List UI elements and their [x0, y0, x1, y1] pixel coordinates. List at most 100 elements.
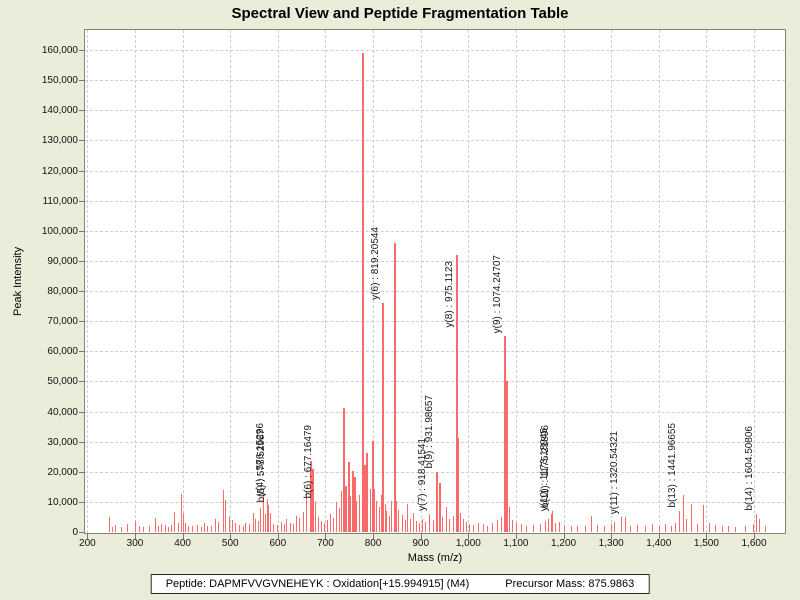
y-tick-label: 30,000 [47, 436, 78, 448]
spectrum-peak [465, 522, 467, 532]
spectrum-peak [283, 523, 285, 532]
spectrum-peak [658, 525, 660, 532]
x-axis-tick [277, 534, 279, 539]
spectrum-peak [181, 494, 183, 532]
y-axis-tick [79, 441, 84, 443]
x-axis-tick [325, 534, 327, 539]
y-gridline [85, 381, 785, 383]
y-gridline [85, 471, 785, 473]
spectrum-peak [500, 516, 502, 532]
spectrum-peak [170, 525, 172, 532]
spectrum-peak [637, 525, 639, 532]
spectrum-peak [310, 460, 313, 532]
spectrum-peak [182, 513, 184, 532]
spectrum-peak [506, 381, 509, 532]
fragment-peak [267, 504, 269, 532]
spectrum-peak [441, 516, 443, 532]
y-gridline [85, 291, 785, 292]
y-axis-tick [79, 321, 84, 323]
y-tick-label: 0 [72, 527, 78, 538]
y-tick-label: 160,000 [41, 45, 78, 56]
y-tick-label: 130,000 [41, 135, 78, 147]
y-gridline [85, 351, 785, 353]
spectrum-peak [415, 521, 417, 532]
y-axis-tick [79, 170, 84, 172]
fragment-label: y(11) : 1320.54321 [608, 430, 620, 514]
spectrum-peak [670, 525, 672, 532]
spectrum-peak [554, 522, 556, 532]
x-gridline [706, 30, 708, 533]
spectrum-peak [391, 500, 393, 532]
spectrum-peak [286, 519, 288, 532]
spectrum-peak [135, 521, 136, 532]
spectrum-peak [112, 527, 114, 532]
x-gridline [325, 30, 327, 533]
spectrum-peak [223, 489, 225, 532]
spectrum-peak [257, 521, 259, 532]
spectrum-peak [320, 521, 322, 532]
y-gridline [85, 441, 785, 443]
x-gridline [563, 30, 565, 533]
x-axis-tick [182, 534, 184, 539]
spectrum-peak [228, 516, 230, 532]
y-axis-tick [79, 260, 84, 262]
spectrum-peak [361, 53, 364, 532]
x-tick-label: 1,400 [646, 538, 672, 549]
spectrum-peak [207, 525, 209, 532]
spectrum-peak [396, 501, 398, 532]
spectrum-peak [289, 522, 291, 532]
y-gridline [85, 110, 785, 112]
spectrum-peak [348, 462, 351, 532]
x-axis-tick [135, 534, 136, 539]
spectrum-peak [231, 520, 233, 532]
spectrum-peak [354, 477, 357, 532]
spectrum-peak [388, 516, 390, 532]
spectrum-peak [520, 524, 522, 532]
spectrum-peak [299, 517, 301, 532]
spectrum-peak [410, 519, 412, 532]
spectrum-peak [157, 525, 159, 532]
fragment-peak [456, 254, 459, 532]
y-gridline [85, 411, 785, 413]
x-tick-label: 1,500 [693, 538, 719, 549]
spectrum-peak [764, 525, 766, 532]
spectrum-peak [418, 522, 420, 532]
spectrum-peak [373, 488, 375, 532]
spectrum-peak [346, 504, 348, 532]
spectrum-peak [570, 526, 572, 532]
fragment-peak [550, 513, 552, 532]
x-axis-tick [658, 534, 660, 539]
spectrum-peak [702, 505, 704, 532]
spectrum-peak [576, 525, 578, 532]
x-axis-tick [468, 534, 470, 539]
spectrum-peak [691, 504, 693, 532]
spectrum-peak [161, 523, 163, 532]
fragment-label: y(9) : 1074.24707 [491, 254, 503, 334]
spectrum-peak [413, 513, 415, 532]
spectrum-peak [548, 519, 550, 532]
y-axis-tick [79, 532, 84, 533]
x-tick-label: 800 [364, 538, 382, 549]
y-axis-tick [79, 50, 84, 51]
spectrum-peak [432, 519, 434, 532]
spectrum-peak [515, 522, 517, 532]
spectrum-peak [142, 527, 144, 532]
x-gridline [87, 30, 89, 533]
spectrum-peak [352, 470, 355, 532]
spectrum-peak [496, 519, 498, 532]
x-tick-label: 1,600 [741, 538, 767, 549]
spectrum-peak [675, 522, 677, 532]
y-gridline [85, 501, 785, 503]
spectrum-peak [341, 490, 343, 532]
spectrum-peak [545, 521, 547, 532]
spectrum-peak [115, 525, 116, 532]
plot-area[interactable] [84, 29, 786, 534]
spectrum-peak [215, 519, 216, 532]
spectrum-peak [630, 525, 632, 532]
x-axis-tick [230, 534, 232, 539]
spectrum-peak [591, 516, 593, 532]
spectrum-peak [333, 518, 335, 532]
spectrum-peak [126, 524, 128, 532]
y-gridline [85, 50, 785, 51]
y-axis-tick [79, 501, 84, 503]
